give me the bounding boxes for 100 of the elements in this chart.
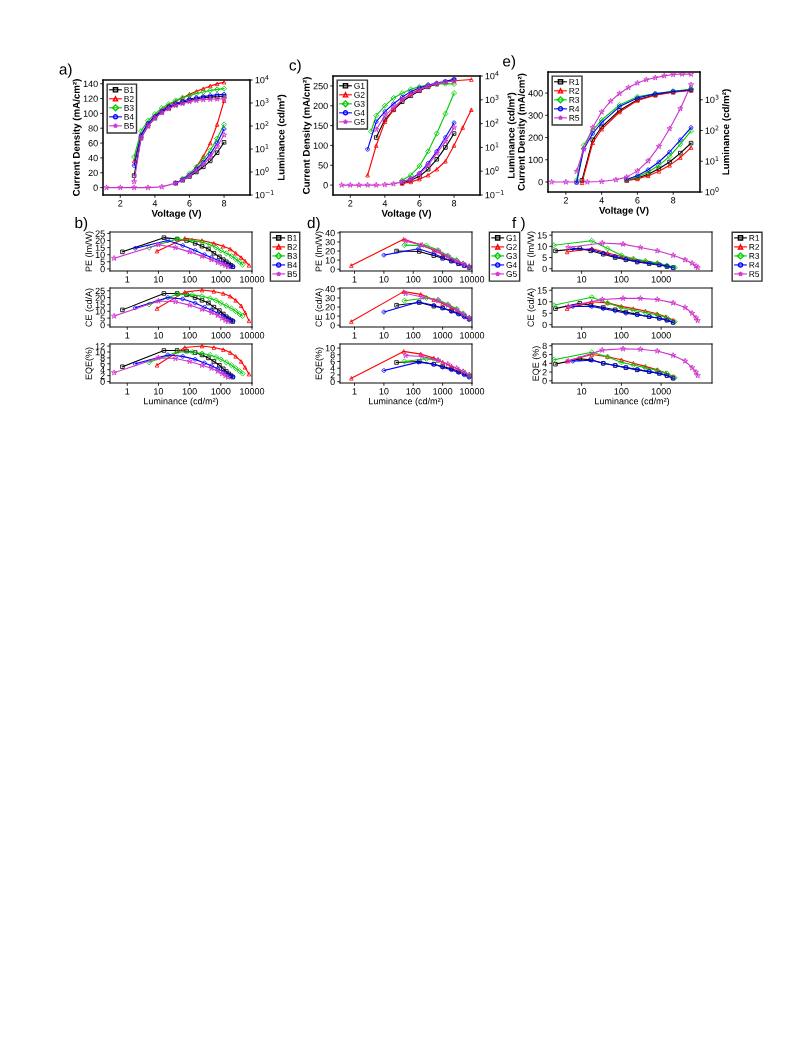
y2-tick-label: 10$^{0}$ bbox=[255, 167, 269, 176]
y-tick-label: 20 bbox=[88, 169, 98, 177]
y-tick-label: 80 bbox=[88, 125, 98, 132]
y-tick-label: 40 bbox=[325, 229, 335, 237]
y-tick-label: 200 bbox=[313, 102, 328, 110]
x-axis-title: Luminance (cd/m²) bbox=[595, 397, 670, 407]
x-tick-label: 100 bbox=[406, 276, 421, 283]
chart-title: d) bbox=[307, 216, 320, 232]
y-tick-label: 8 bbox=[330, 351, 335, 359]
x-tick-label: 10 bbox=[154, 332, 164, 339]
y-tick-label: 200 bbox=[528, 134, 543, 141]
y-tick-label: 6 bbox=[330, 358, 335, 365]
x-tick-label: 10 bbox=[154, 388, 164, 395]
x-tick-label: 2 bbox=[563, 197, 568, 204]
legend-label: G4 bbox=[506, 262, 517, 268]
x-tick-label: 1 bbox=[352, 388, 357, 395]
x-tick-label: 1000 bbox=[651, 332, 671, 339]
x-axis-title: Voltage (V) bbox=[151, 209, 202, 219]
x-tick-label: 1000 bbox=[651, 388, 671, 395]
y-tick-label: 15 bbox=[537, 232, 547, 239]
legend-label: R2 bbox=[749, 244, 760, 250]
x-tick-label: 6 bbox=[635, 197, 640, 204]
y-tick-label: 4 bbox=[100, 366, 105, 373]
x-tick-label: 1 bbox=[352, 332, 357, 339]
x-tick-label: 4 bbox=[382, 200, 388, 207]
x-tick-label: 2 bbox=[348, 200, 353, 207]
x-tick-label: 100 bbox=[614, 332, 629, 339]
y-axis-title: PE (lm/W) bbox=[315, 231, 324, 272]
legend-label: G5 bbox=[354, 118, 365, 125]
y-tick-label: 25 bbox=[95, 287, 105, 295]
y-tick-label: 40 bbox=[88, 154, 98, 162]
x-tick-label: 6 bbox=[187, 200, 192, 207]
x-tick-label: 10 bbox=[577, 276, 587, 283]
x-tick-label: 1000 bbox=[651, 276, 671, 283]
x-tick-label: 10 bbox=[577, 388, 587, 395]
x-tick-label: 10 bbox=[154, 276, 164, 283]
x-tick-label: 100 bbox=[182, 332, 197, 339]
x-tick-label: 1000 bbox=[433, 332, 453, 339]
y2-tick-label: 10$^{−1}$ bbox=[255, 190, 274, 199]
y-axis-title: PE (lm/W) bbox=[527, 231, 536, 272]
y-axis-title: CE (cd/A) bbox=[85, 288, 94, 327]
legend-label: G2 bbox=[354, 91, 365, 98]
x-tick-label: 10 bbox=[577, 332, 587, 339]
y-tick-label: 300 bbox=[528, 112, 543, 119]
y2-tick-label: 10$^{2}$ bbox=[255, 121, 269, 130]
legend-label: R2 bbox=[569, 87, 580, 94]
legend-label: R3 bbox=[749, 253, 760, 259]
x-tick-label: 1 bbox=[352, 276, 357, 283]
y2-tick-label: 10$^{2}$ bbox=[485, 118, 499, 127]
legend-label: R3 bbox=[569, 96, 580, 103]
legend-label: G2 bbox=[506, 244, 517, 250]
y-tick-label: 15 bbox=[95, 301, 105, 308]
legend-label: B1 bbox=[124, 86, 134, 93]
legend-label: B1 bbox=[287, 235, 297, 241]
y-tick-label: 50 bbox=[318, 162, 328, 169]
x-tick-label: 4 bbox=[599, 197, 604, 204]
y2-tick-label: 10$^{3}$ bbox=[255, 98, 269, 107]
legend-label: R1 bbox=[749, 235, 760, 241]
x-tick-label: 100 bbox=[406, 388, 421, 395]
legend-label: B3 bbox=[287, 253, 297, 259]
x-tick-label: 10000 bbox=[240, 276, 265, 283]
x-tick-label: 6 bbox=[417, 200, 422, 207]
chart-title: b) bbox=[75, 216, 88, 232]
y-tick-label: 8 bbox=[542, 342, 547, 350]
x-tick-label: 10000 bbox=[460, 388, 485, 395]
legend-label: B5 bbox=[124, 123, 134, 129]
x-tick-label: 100 bbox=[614, 276, 629, 283]
x-tick-label: 1000 bbox=[211, 332, 231, 339]
y-tick-label: 15 bbox=[537, 287, 547, 294]
y2-tick-label: 10$^{−1}$ bbox=[485, 190, 504, 199]
y-axis-title: EQE(%) bbox=[85, 347, 94, 380]
y-tick-label: 0 bbox=[538, 178, 543, 186]
y-tick-label: 5 bbox=[542, 310, 547, 317]
y-tick-label: 5 bbox=[100, 315, 105, 322]
x-tick-label: 100 bbox=[406, 332, 421, 339]
y-tick-label: 4 bbox=[330, 365, 335, 372]
y-tick-label: 10 bbox=[325, 257, 335, 264]
x-tick-label: 10 bbox=[379, 276, 389, 283]
y-tick-label: 12 bbox=[95, 343, 105, 350]
y2-tick-label: 10$^{0}$ bbox=[485, 166, 499, 175]
x-tick-label: 1 bbox=[125, 276, 130, 283]
y-tick-label: 0 bbox=[100, 378, 105, 385]
x-axis-title: Luminance (cd/m²) bbox=[369, 397, 444, 407]
y-tick-label: 0 bbox=[330, 322, 335, 329]
y-tick-label: 10 bbox=[325, 345, 335, 352]
y-tick-label: 2 bbox=[542, 369, 547, 376]
legend-label: B4 bbox=[287, 262, 297, 268]
y-tick-label: 25 bbox=[95, 230, 105, 237]
y-tick-label: 0 bbox=[330, 378, 335, 386]
chart-title: f ) bbox=[512, 216, 525, 232]
y-tick-label: 5 bbox=[542, 254, 547, 261]
y-tick-label: 0 bbox=[100, 321, 105, 329]
y-tick-label: 2 bbox=[100, 372, 105, 379]
legend-label: B2 bbox=[287, 244, 297, 250]
legend-label: G1 bbox=[354, 82, 365, 89]
y-tick-label: 100 bbox=[313, 142, 328, 149]
x-tick-label: 8 bbox=[221, 200, 227, 207]
legend-label: R4 bbox=[749, 262, 760, 268]
y-tick-label: 20 bbox=[95, 237, 105, 244]
y-tick-label: 30 bbox=[325, 294, 335, 302]
